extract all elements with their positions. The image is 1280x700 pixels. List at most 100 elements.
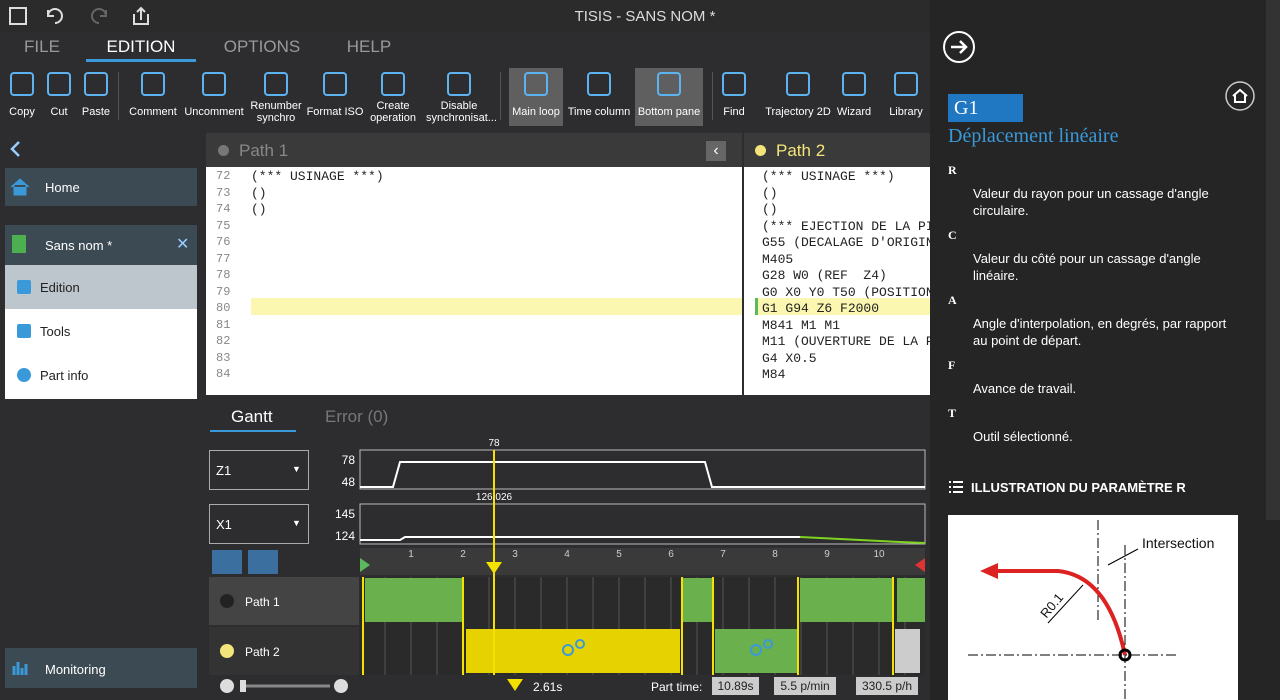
monitoring-icon (12, 660, 30, 676)
toolbar-label[interactable]: Create operation (360, 100, 426, 124)
collapse-button[interactable]: ‹ (706, 141, 726, 161)
line-number: 78 (216, 268, 230, 282)
path2-dot (755, 145, 766, 156)
forward-button[interactable] (942, 30, 976, 64)
pane-title: Path 2 (776, 141, 825, 161)
gantt-tab[interactable]: Gantt (231, 407, 273, 427)
time-tick: 6 (665, 549, 677, 560)
param-text: Outil sélectionné. (973, 428, 1243, 445)
cursor-time: 2.61s (533, 680, 562, 694)
toolbar-icon[interactable] (323, 72, 347, 96)
current-line (251, 298, 742, 315)
toolbar-label[interactable]: Find (701, 106, 767, 118)
quick-access[interactable] (8, 6, 168, 28)
gantt-tab[interactable]: Error (0) (325, 407, 388, 427)
param-text: Valeur du rayon pour un cassage d'angle … (973, 185, 1243, 219)
code-area (206, 167, 742, 395)
code-line: M11 (OUVERTURE DE LA P (762, 334, 930, 349)
toolbar-icon[interactable] (84, 72, 108, 96)
toolbar-label[interactable]: Library (873, 106, 939, 118)
back-button[interactable] (8, 140, 24, 158)
code-line: M841 M1 M1 (762, 318, 930, 333)
toolbar-icon[interactable] (141, 72, 165, 96)
code-line: () (251, 186, 267, 201)
toolbar-label[interactable]: Disable synchronisat... (426, 100, 492, 124)
time-tick: 8 (769, 549, 781, 560)
toolbar-separator (118, 72, 119, 120)
menu-item[interactable]: EDITION (91, 37, 191, 57)
toolbar-icon[interactable] (587, 72, 611, 96)
monitoring-label: Monitoring (45, 662, 106, 677)
code-line: () (251, 202, 267, 217)
code-line: G55 (DECALAGE D'ORIGIN (762, 235, 930, 250)
code-line: M84 (762, 367, 930, 382)
toolbar-label[interactable]: Bottom pane (636, 106, 702, 118)
toolbar-icon[interactable] (47, 72, 71, 96)
illustration-label: Intersection (1142, 535, 1214, 551)
code-line: M405 (762, 252, 930, 267)
status-value: 10.89s (712, 677, 759, 695)
toolbar-separator (712, 72, 713, 120)
time-tick: 1 (405, 549, 417, 560)
line-number: 82 (216, 334, 230, 348)
toolbar-icon[interactable] (381, 72, 405, 96)
sidebar-item[interactable]: Tools (40, 324, 70, 339)
param-text: Valeur du côté pour un cassage d'angle l… (973, 250, 1243, 284)
gantt-chart (200, 440, 930, 700)
line-number: 77 (216, 252, 230, 266)
menu-item[interactable]: OPTIONS (212, 37, 312, 57)
sidebar-icon (17, 324, 31, 338)
toolbar-icon[interactable] (10, 72, 34, 96)
menu-item[interactable]: FILE (0, 37, 92, 57)
code-line: G28 W0 (REF Z4) (762, 268, 930, 283)
channel-name[interactable]: Z1 (216, 463, 231, 478)
toolbar-icon[interactable] (722, 72, 746, 96)
channel-max: 78 (320, 453, 355, 467)
sidebar-item[interactable]: Part info (40, 368, 88, 383)
menu-item[interactable]: HELP (319, 37, 419, 57)
sidebar-icon (17, 280, 31, 294)
pane-title: Path 1 (239, 141, 288, 161)
tab-underline (210, 430, 296, 432)
home-button[interactable] (1224, 80, 1256, 112)
toolbar-label[interactable]: Renumber synchro (243, 100, 309, 124)
path-dot (220, 644, 234, 658)
toolbar-icon[interactable] (894, 72, 918, 96)
time-tick: 4 (561, 549, 573, 560)
toolbar-label[interactable]: Main loop (503, 106, 569, 118)
dropdown-arrow: ▼ (292, 518, 301, 528)
scrollbar[interactable] (1266, 0, 1280, 520)
time-tick: 3 (509, 549, 521, 560)
toolbar-icon[interactable] (524, 72, 548, 96)
toolbar-icon[interactable] (657, 72, 681, 96)
param-name: C (948, 228, 957, 243)
toolbar-label[interactable]: Comment (120, 106, 186, 118)
home-item[interactable] (5, 168, 197, 206)
toolbar-label[interactable]: Uncomment (181, 106, 247, 118)
line-number: 80 (216, 301, 230, 315)
time-tick: 2 (457, 549, 469, 560)
line-number: 79 (216, 285, 230, 299)
help-code: G1 (948, 94, 1023, 122)
code-line: G0 X0 Y0 T50 (POSITION (762, 285, 930, 300)
help-title: Déplacement linéaire (948, 125, 1118, 148)
toolbar-icon[interactable] (202, 72, 226, 96)
sidebar-icon (17, 368, 31, 382)
toolbar-label[interactable]: Time column (566, 106, 632, 118)
channel-min: 124 (320, 529, 355, 543)
channel-name[interactable]: X1 (216, 517, 232, 532)
line-number: 76 (216, 235, 230, 249)
toolbar-icon[interactable] (264, 72, 288, 96)
time-tick: 9 (821, 549, 833, 560)
line-number: 84 (216, 367, 230, 381)
code-line: () (762, 186, 930, 201)
toolbar-icon[interactable] (786, 72, 810, 96)
document-icon (12, 235, 26, 253)
toolbar-icon[interactable] (447, 72, 471, 96)
close-button[interactable]: ✕ (176, 234, 189, 254)
toolbar-label[interactable]: Format ISO (302, 106, 368, 118)
sidebar-item[interactable]: Edition (40, 280, 80, 295)
param-name: R (948, 163, 957, 178)
toolbar-icon[interactable] (842, 72, 866, 96)
